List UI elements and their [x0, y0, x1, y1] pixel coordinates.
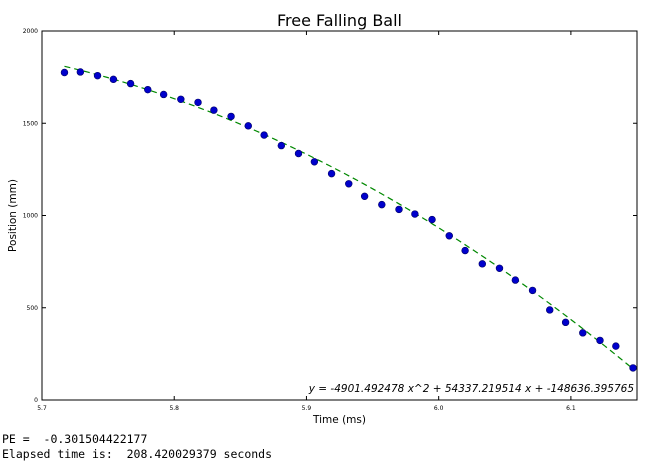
x-tick-label: 5.9	[302, 405, 312, 412]
data-point	[310, 158, 319, 166]
elapsed-time-output-line: Elapsed time is: 208.420029379 seconds	[2, 447, 273, 461]
data-point	[511, 276, 520, 284]
chart: Free Falling Ball 5.7 5.8 5.9 6.0 6.1 0 500 100…	[7, 11, 638, 426]
data-point	[461, 246, 469, 255]
data-point	[378, 200, 386, 209]
data-point	[579, 329, 587, 337]
y-tick-label: 1500	[23, 120, 38, 127]
data-point	[345, 180, 353, 188]
pe-output-line: PE = -0.301504422177	[2, 432, 148, 446]
data-point	[244, 122, 252, 130]
y-tick-label: 500	[27, 305, 39, 312]
data-point	[528, 286, 537, 295]
x-tick-label: 6.0	[434, 405, 444, 412]
x-tick-label: 5.7	[37, 405, 47, 412]
fit-equation-annotation: y = -4901.492478 x^2 + 54337.219514 x + …	[308, 383, 635, 395]
points-layer	[60, 68, 637, 372]
data-point	[546, 306, 554, 314]
data-point	[144, 85, 152, 94]
data-point	[327, 169, 336, 178]
data-point	[109, 75, 118, 84]
data-point	[294, 149, 303, 158]
data-point	[478, 260, 486, 268]
data-point	[126, 79, 135, 88]
plot-frame	[41, 30, 638, 401]
data-point	[60, 68, 69, 77]
data-point	[428, 215, 436, 224]
axis-ticks: 5.7 5.8 5.9 6.0 6.1 0 500 1000 1500 2000	[23, 28, 637, 412]
data-point	[260, 131, 268, 139]
y-tick-label: 2000	[23, 28, 38, 35]
data-point	[612, 342, 620, 350]
fit-curve-line	[64, 65, 634, 370]
data-point	[445, 232, 453, 240]
data-point	[76, 68, 85, 76]
y-tick-label: 1000	[23, 213, 38, 220]
data-point	[395, 205, 403, 214]
data-point	[495, 264, 504, 272]
data-point	[210, 106, 218, 114]
x-axis-label: Time (ms)	[312, 414, 366, 426]
y-axis-label: Position (mm)	[7, 179, 19, 252]
data-point	[277, 141, 286, 150]
data-point	[227, 112, 235, 121]
data-point	[177, 95, 185, 103]
data-point	[629, 364, 637, 372]
x-tick-label: 6.1	[566, 405, 576, 412]
data-point	[360, 192, 369, 201]
x-tick-label: 5.8	[169, 405, 179, 412]
y-tick-label: 0	[34, 397, 38, 404]
data-point	[159, 90, 168, 99]
data-point	[596, 336, 604, 345]
fit-layer	[64, 65, 634, 370]
data-point	[411, 210, 419, 218]
data-point	[93, 71, 102, 80]
data-point	[194, 98, 202, 107]
data-point	[561, 318, 570, 327]
chart-title: Free Falling Ball	[277, 11, 402, 30]
